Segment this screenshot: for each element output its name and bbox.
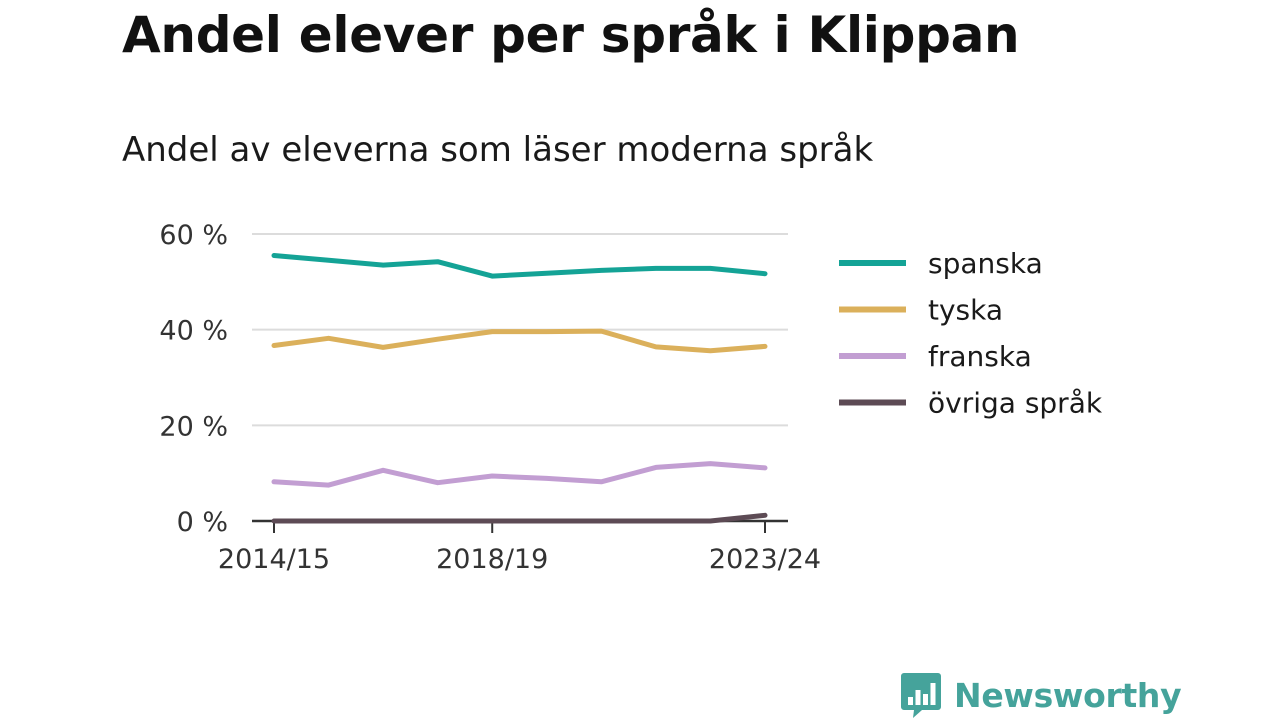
series-line-spanska — [271, 253, 768, 279]
series-line-tyska — [271, 328, 768, 354]
y-tick-label: 60 % — [159, 220, 228, 251]
y-tick-label: 0 % — [177, 507, 228, 538]
y-axis: 0 % 20 % 40 % 60 % — [159, 220, 228, 538]
legend-label: franska — [928, 340, 1032, 373]
chart-subtitle: Andel av eleverna som läser moderna språ… — [122, 130, 874, 170]
legend-label: tyska — [928, 294, 1003, 327]
brand-name: Newsworthy — [954, 675, 1182, 715]
bar-chart-speech-bubble-icon — [901, 673, 941, 718]
x-tick-label: 2023/24 — [709, 544, 821, 575]
x-tick-label: 2018/19 — [436, 544, 548, 575]
series-lines — [271, 253, 768, 524]
x-tick-label: 2014/15 — [218, 544, 330, 575]
legend-label: spanska — [928, 247, 1043, 280]
y-tick-label: 40 % — [159, 316, 228, 347]
legend: spanska tyska franska övriga språk — [839, 247, 1103, 420]
newsworthy-logo[interactable]: Newsworthy — [900, 670, 1182, 720]
x-axis: 2014/15 2018/19 2023/24 — [218, 519, 821, 575]
series-line-övriga-språk — [271, 512, 768, 524]
chart-title: Andel elever per språk i Klippan — [122, 6, 1020, 64]
series-line-franska — [271, 461, 768, 488]
y-tick-label: 20 % — [159, 411, 228, 442]
legend-label: övriga språk — [928, 387, 1103, 420]
